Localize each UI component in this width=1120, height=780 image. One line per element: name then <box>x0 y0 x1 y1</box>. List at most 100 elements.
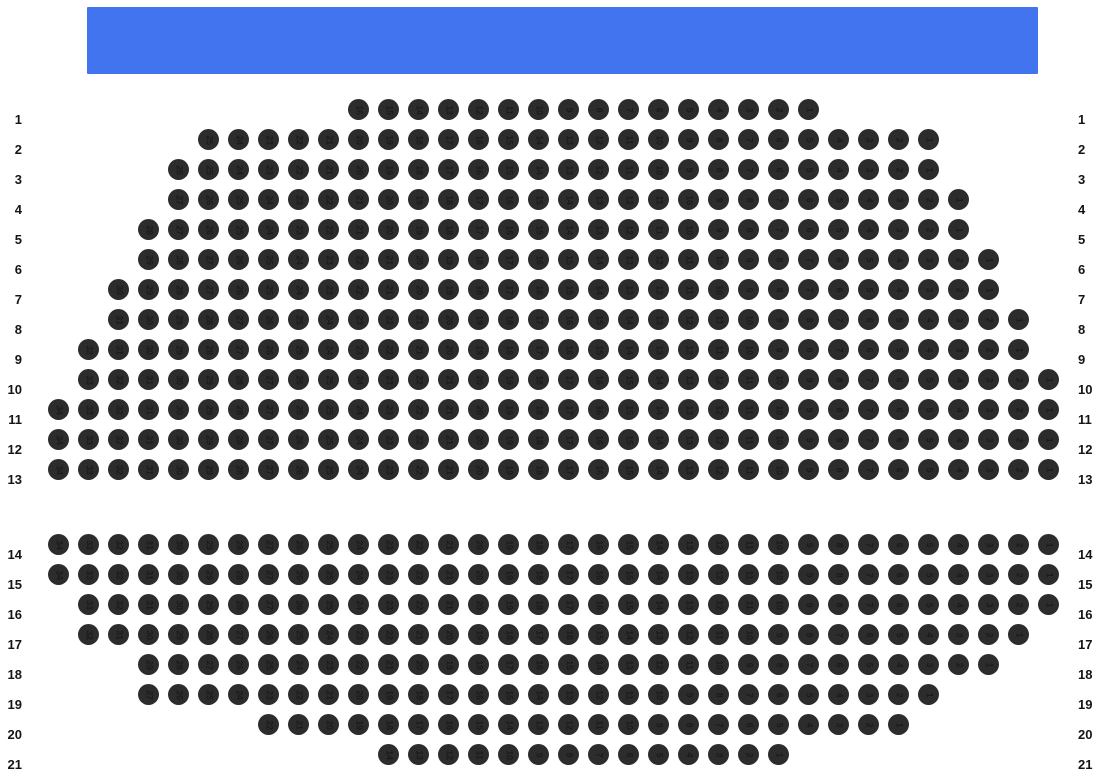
seat[interactable]: 21 <box>378 279 399 300</box>
seat[interactable]: 20 <box>348 159 369 180</box>
seat[interactable]: 12 <box>708 594 729 615</box>
seat[interactable]: 17 <box>438 129 459 150</box>
seat[interactable]: 18 <box>468 654 489 675</box>
seat[interactable]: 17 <box>528 624 549 645</box>
seat[interactable]: 6 <box>648 99 669 120</box>
seat[interactable]: 10 <box>768 399 789 420</box>
seat[interactable]: 27 <box>258 429 279 450</box>
seat[interactable]: 6 <box>858 309 879 330</box>
seat[interactable]: 21 <box>438 399 459 420</box>
seat[interactable]: 10 <box>528 99 549 120</box>
seat[interactable]: 9 <box>648 714 669 735</box>
seat[interactable]: 33 <box>78 594 99 615</box>
seat[interactable]: 22 <box>408 459 429 480</box>
seat[interactable]: 5 <box>918 459 939 480</box>
seat[interactable]: 2 <box>948 279 969 300</box>
seat[interactable]: 19 <box>438 654 459 675</box>
seat[interactable]: 25 <box>288 339 309 360</box>
seat[interactable]: 22 <box>348 249 369 270</box>
seat[interactable]: 27 <box>198 249 219 270</box>
seat[interactable]: 27 <box>258 399 279 420</box>
seat[interactable]: 13 <box>588 219 609 240</box>
seat[interactable]: 12 <box>678 309 699 330</box>
seat[interactable]: 27 <box>258 594 279 615</box>
seat[interactable]: 23 <box>378 564 399 585</box>
seat[interactable]: 3 <box>918 279 939 300</box>
seat[interactable]: 23 <box>348 624 369 645</box>
seat[interactable]: 21 <box>408 309 429 330</box>
seat[interactable]: 24 <box>288 279 309 300</box>
seat[interactable]: 32 <box>108 594 129 615</box>
seat[interactable]: 14 <box>588 279 609 300</box>
seat[interactable]: 30 <box>168 594 189 615</box>
seat[interactable]: 18 <box>528 459 549 480</box>
seat[interactable]: 27 <box>258 459 279 480</box>
seat[interactable]: 11 <box>738 429 759 450</box>
seat[interactable]: 8 <box>708 684 729 705</box>
seat[interactable]: 10 <box>768 429 789 450</box>
seat[interactable]: 34 <box>48 459 69 480</box>
seat[interactable]: 24 <box>348 534 369 555</box>
seat[interactable]: 28 <box>228 534 249 555</box>
seat[interactable]: 18 <box>408 684 429 705</box>
seat[interactable]: 2 <box>1008 459 1029 480</box>
seat[interactable]: 20 <box>468 369 489 390</box>
seat[interactable]: 19 <box>348 714 369 735</box>
seat[interactable]: 25 <box>318 594 339 615</box>
seat[interactable]: 14 <box>648 594 669 615</box>
seat[interactable]: 29 <box>198 564 219 585</box>
seat[interactable]: 6 <box>768 159 789 180</box>
seat[interactable]: 24 <box>348 399 369 420</box>
seat[interactable]: 27 <box>138 684 159 705</box>
seat[interactable]: 20 <box>438 309 459 330</box>
seat[interactable]: 7 <box>798 249 819 270</box>
seat[interactable]: 14 <box>588 654 609 675</box>
seat[interactable]: 8 <box>828 369 849 390</box>
seat[interactable]: 7 <box>858 594 879 615</box>
seat[interactable]: 3 <box>918 654 939 675</box>
seat[interactable]: 24 <box>258 219 279 240</box>
seat[interactable]: 1 <box>1038 429 1059 450</box>
seat[interactable]: 11 <box>708 624 729 645</box>
seat[interactable]: 15 <box>528 219 549 240</box>
seat[interactable]: 1 <box>888 714 909 735</box>
seat[interactable]: 22 <box>408 564 429 585</box>
seat[interactable]: 32 <box>108 459 129 480</box>
seat[interactable]: 10 <box>678 219 699 240</box>
seat[interactable]: 18 <box>438 189 459 210</box>
seat[interactable]: 1 <box>978 249 999 270</box>
seat[interactable]: 2 <box>738 744 759 765</box>
seat[interactable]: 10 <box>708 249 729 270</box>
seat[interactable]: 20 <box>468 399 489 420</box>
seat[interactable]: 33 <box>78 429 99 450</box>
seat[interactable]: 26 <box>288 534 309 555</box>
seat[interactable]: 10 <box>648 684 669 705</box>
seat[interactable]: 34 <box>48 399 69 420</box>
seat[interactable]: 18 <box>528 534 549 555</box>
seat[interactable]: 23 <box>378 369 399 390</box>
seat[interactable]: 24 <box>318 339 339 360</box>
seat[interactable]: 4 <box>948 399 969 420</box>
seat[interactable]: 30 <box>138 624 159 645</box>
seat[interactable]: 4 <box>888 249 909 270</box>
seat[interactable]: 22 <box>288 159 309 180</box>
seat[interactable]: 34 <box>48 564 69 585</box>
seat[interactable]: 22 <box>348 279 369 300</box>
seat[interactable]: 1 <box>1038 459 1059 480</box>
seat[interactable]: 15 <box>618 534 639 555</box>
seat[interactable]: 21 <box>438 369 459 390</box>
seat[interactable]: 15 <box>618 459 639 480</box>
seat[interactable]: 5 <box>798 159 819 180</box>
seat[interactable]: 8 <box>738 189 759 210</box>
seat[interactable]: 19 <box>438 279 459 300</box>
seat[interactable]: 4 <box>948 564 969 585</box>
seat[interactable]: 2 <box>1008 369 1029 390</box>
seat[interactable]: 5 <box>918 399 939 420</box>
seat[interactable]: 25 <box>318 564 339 585</box>
seat[interactable]: 7 <box>768 219 789 240</box>
seat[interactable]: 9 <box>528 744 549 765</box>
seat[interactable]: 8 <box>678 714 699 735</box>
seat[interactable]: 29 <box>168 309 189 330</box>
seat[interactable]: 24 <box>348 459 369 480</box>
seat[interactable]: 13 <box>648 624 669 645</box>
